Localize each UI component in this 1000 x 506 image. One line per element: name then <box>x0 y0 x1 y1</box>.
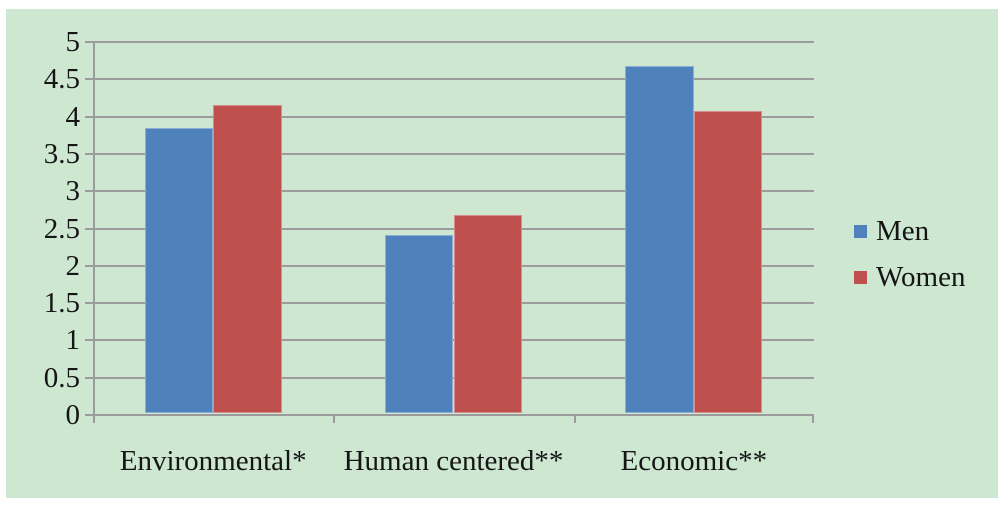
y-tick-label-0: 0 <box>65 399 81 431</box>
y-tick-label-5: 5 <box>65 26 81 58</box>
legend-item-women: Women <box>854 261 965 293</box>
y-tick-label-4: 4 <box>65 100 81 133</box>
x-category-label-economic: Economic** <box>620 445 768 477</box>
gridline-3.5 <box>85 152 814 155</box>
chart-background: 5 4.5 4 3.5 3 2.5 2 1.5 1 0.5 0 Environmental* Huma… <box>6 9 998 498</box>
y-tick-label-2.5: 2.5 <box>43 212 80 245</box>
bar-women-environmental <box>213 104 282 413</box>
gridline-0 <box>85 414 814 416</box>
gridline-5 <box>85 41 814 43</box>
gridline-2.5 <box>85 227 814 230</box>
y-tick-label-3.5: 3.5 <box>43 137 80 170</box>
legend-label-women: Women <box>876 261 966 293</box>
legend-item-men: Men <box>854 215 965 247</box>
legend: Men Women <box>854 215 965 293</box>
y-tick-label-1: 1 <box>65 324 81 357</box>
y-axis-line <box>93 42 95 423</box>
x-category-label-human-centered: Human centered** <box>343 445 564 477</box>
x-axis-tick-0 <box>93 415 95 423</box>
gridline-4 <box>85 115 814 118</box>
y-tick-label-2: 2 <box>65 249 81 282</box>
legend-swatch-icon-men <box>854 224 867 238</box>
plot-area <box>85 41 814 423</box>
legend-swatch-icon-women <box>854 270 867 284</box>
bar-men-economic <box>625 66 694 413</box>
x-category-label-environmental: Environmental* <box>119 445 307 477</box>
x-axis-tick-3 <box>812 415 814 423</box>
bar-women-economic <box>693 110 763 413</box>
legend-label-men: Men <box>876 215 930 247</box>
gridline-3 <box>85 190 814 193</box>
x-axis-tick-1 <box>333 415 335 423</box>
bar-men-human-centered <box>384 235 454 413</box>
y-tick-label-4.5: 4.5 <box>43 63 80 96</box>
bar-women-human-centered <box>453 214 523 413</box>
y-tick-label-3: 3 <box>65 175 81 208</box>
gridline-4.5 <box>85 78 814 81</box>
x-axis-tick-2 <box>574 415 576 423</box>
bar-men-environmental <box>144 128 214 413</box>
y-tick-label-1.5: 1.5 <box>43 287 80 320</box>
y-tick-label-0.5: 0.5 <box>43 361 80 394</box>
